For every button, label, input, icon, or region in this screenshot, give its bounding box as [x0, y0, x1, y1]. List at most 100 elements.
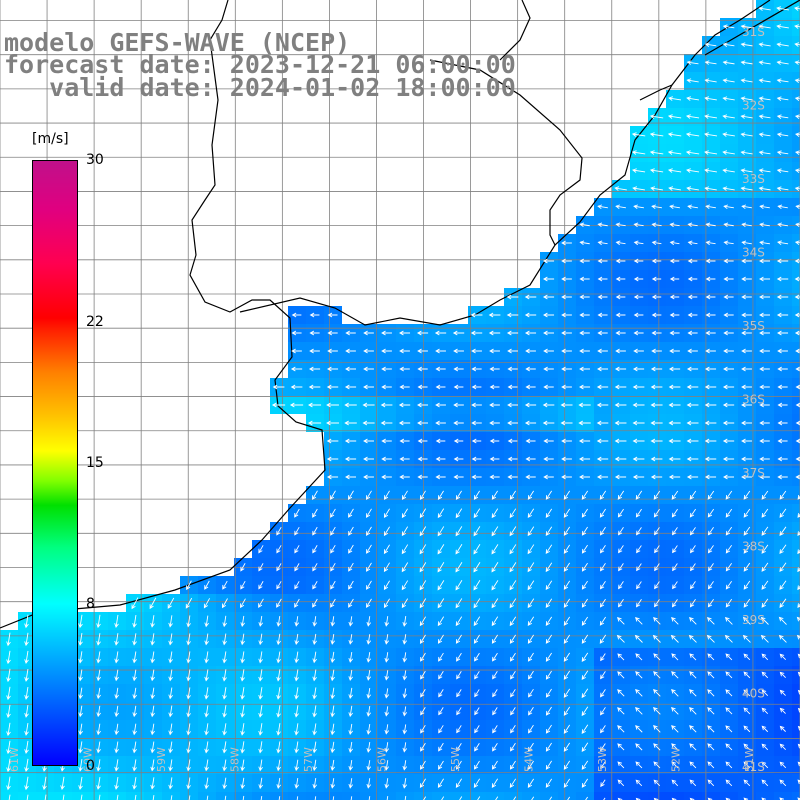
wind-arrow: [510, 725, 516, 734]
wind-arrow: [776, 276, 789, 282]
wind-arrow: [419, 490, 426, 500]
wind-arrow: [363, 438, 374, 444]
wind-arrow: [743, 707, 751, 715]
wind-arrow: [797, 707, 800, 713]
wind-arrow: [308, 384, 321, 390]
wind-arrow: [330, 723, 335, 736]
wind-arrow: [741, 258, 752, 264]
colorbar-tick-label: 15: [86, 455, 104, 471]
wind-arrow: [722, 168, 735, 173]
wind-arrow: [204, 651, 209, 664]
wind-arrow: [134, 794, 137, 800]
longitude-label: 55W: [449, 747, 462, 772]
wind-arrow: [705, 204, 716, 210]
wind-arrow: [723, 474, 735, 480]
wind-arrow: [779, 490, 787, 500]
wind-arrow: [348, 741, 354, 753]
wind-arrow: [507, 366, 518, 372]
wind-arrow: [567, 796, 571, 800]
wind-arrow: [634, 634, 643, 643]
wind-arrow: [509, 508, 517, 519]
wind-arrow: [652, 634, 661, 643]
wind-arrow: [294, 705, 299, 718]
wind-arrow: [381, 456, 392, 462]
wind-arrow: [294, 508, 300, 518]
wind-arrow: [294, 723, 299, 736]
wind-arrow: [563, 580, 571, 590]
wind-arrow: [633, 312, 644, 318]
wind-arrow: [794, 330, 800, 336]
wind-arrow: [296, 796, 299, 800]
wind-arrow: [597, 258, 608, 264]
wind-arrow: [417, 456, 428, 462]
wind-arrow: [614, 366, 627, 372]
wind-arrow: [420, 652, 426, 662]
wind-arrow: [240, 633, 245, 646]
wind-arrow: [492, 742, 498, 752]
wind-arrow: [438, 742, 444, 752]
wind-arrow: [417, 438, 428, 444]
coastline: [0, 0, 800, 629]
longitude-label: 58W: [229, 747, 242, 772]
wind-arrow: [618, 545, 624, 554]
wind-arrow: [314, 796, 317, 800]
wind-arrow: [579, 330, 590, 336]
wind-arrow: [668, 474, 681, 480]
wind-arrow: [779, 653, 787, 661]
wind-arrow: [759, 474, 770, 480]
wind-arrow: [168, 615, 173, 628]
wind-arrow: [725, 761, 733, 769]
wind-cell: [792, 162, 800, 180]
wind-arrow: [473, 634, 480, 644]
wind-arrow: [222, 759, 227, 772]
wind-arrow: [186, 669, 191, 682]
wind-arrow: [687, 294, 698, 300]
wind-arrow: [794, 294, 800, 300]
wind-arrow: [363, 456, 374, 462]
wind-arrow: [437, 580, 445, 591]
wind-arrow: [344, 420, 357, 426]
wind-arrow: [633, 276, 644, 282]
wind-arrow: [366, 580, 372, 590]
wind-arrow: [509, 616, 517, 627]
wind-arrow: [579, 294, 590, 300]
wind-arrow: [761, 598, 769, 608]
wind-arrow: [599, 598, 606, 608]
wind-arrow: [435, 366, 446, 372]
wind-arrow: [470, 312, 483, 318]
wind-arrow: [650, 474, 663, 480]
wind-arrow: [671, 490, 679, 500]
wind-arrow: [797, 761, 800, 767]
wind-arrow: [203, 598, 211, 609]
wind-arrow: [581, 562, 588, 572]
wind-arrow: [258, 759, 263, 772]
wind-arrow: [777, 474, 788, 480]
wind-arrow: [381, 366, 392, 372]
wind-arrow: [384, 634, 390, 645]
wind-arrow: [600, 743, 606, 752]
wind-arrow: [386, 796, 389, 800]
wind-arrow: [686, 186, 699, 191]
wind-arrow: [168, 633, 173, 646]
wind-arrow: [473, 760, 480, 770]
wind-arrow: [599, 508, 606, 518]
wind-arrow: [471, 348, 482, 354]
wind-arrow: [78, 776, 83, 790]
wind-arrow: [743, 580, 751, 590]
wind-arrow: [686, 168, 700, 173]
wind-arrow: [276, 723, 281, 736]
wind-arrow: [743, 653, 751, 661]
wind-arrow: [455, 544, 463, 555]
wind-arrow: [743, 797, 749, 800]
wind-arrow: [132, 651, 137, 664]
wind-arrow: [561, 474, 572, 480]
wind-arrow: [401, 526, 409, 537]
wind-arrow: [441, 796, 445, 800]
wind-arrow: [579, 348, 590, 354]
wind-arrow: [741, 474, 752, 480]
wind-arrow: [294, 581, 300, 590]
wind-arrow: [150, 615, 155, 628]
wind-arrow: [114, 741, 119, 754]
wind-arrow: [491, 598, 499, 609]
